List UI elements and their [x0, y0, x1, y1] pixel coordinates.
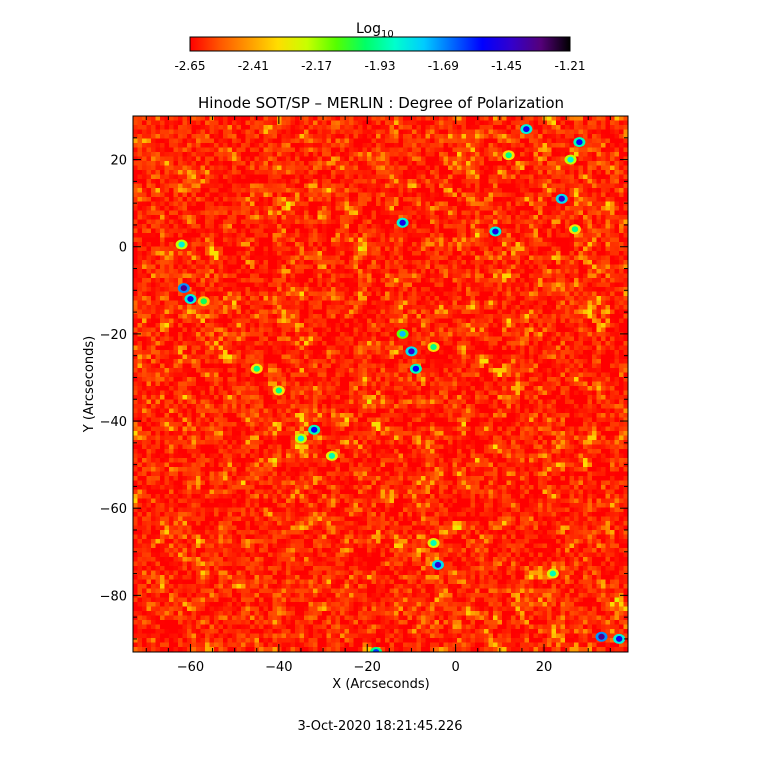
timestamp: 3-Oct-2020 18:21:45.226 [297, 719, 462, 734]
polarization-feature [571, 226, 579, 233]
polarization-feature [598, 633, 605, 640]
polarization-feature [567, 156, 574, 163]
colorbar-gradient [189, 36, 571, 52]
polarization-feature [558, 195, 565, 202]
colorbar-tick-label: -1.69 [428, 59, 459, 73]
polarization-feature [187, 296, 194, 303]
polarization-feature [372, 649, 380, 652]
y-tick-label: −40 [100, 415, 127, 430]
axes: −60 −40 −20 0 20 20 0 −20 −40 −60 −80 [100, 115, 628, 675]
polarization-feature [615, 635, 623, 642]
polarization-feature [297, 435, 305, 442]
colorbar-tick-label: -1.45 [491, 59, 522, 73]
polarization-feature [549, 570, 557, 577]
chart-title: Hinode SOT/SP – MERLIN : Degree of Polar… [198, 94, 564, 112]
x-tick-label: −40 [265, 660, 292, 675]
y-tick-label: −20 [100, 328, 127, 343]
x-axis-label: X (Arcseconds) [332, 677, 429, 692]
colorbar-tick-label: -2.65 [174, 59, 205, 73]
polarization-feature [492, 228, 499, 235]
colorbar-tick-label: -1.21 [554, 59, 585, 73]
polarization-feature [576, 139, 583, 146]
polarization-feature [523, 126, 530, 133]
polarization-feature [408, 348, 415, 355]
y-tick-label: 20 [110, 154, 127, 169]
colorbar-tick-label: -2.41 [238, 59, 269, 73]
x-tick-label: 0 [451, 660, 459, 675]
polarization-feature [505, 152, 512, 159]
polarization-feature [180, 285, 188, 292]
polarization-feature [412, 365, 420, 372]
x-tick-label: 20 [536, 660, 553, 675]
polarization-feature [200, 298, 207, 305]
colorbar-title: Log10 [356, 21, 394, 40]
polarization-feature [434, 561, 442, 568]
polarization-feature [399, 330, 406, 337]
x-tick-label: −60 [177, 660, 204, 675]
polarization-feature [430, 343, 437, 350]
plot-frame [132, 115, 629, 653]
y-tick-label: −80 [100, 589, 127, 604]
polarization-feature [253, 365, 260, 372]
colorbar-tick-label: -2.17 [301, 59, 332, 73]
polarization-feature [275, 387, 283, 394]
heatmap-area [132, 115, 629, 653]
polarization-feature [328, 452, 336, 459]
polarization-feature [178, 241, 185, 248]
y-tick-label: −60 [100, 502, 127, 517]
colorbar-tick-label: -1.93 [364, 59, 395, 73]
polarization-feature [399, 219, 406, 226]
y-tick-label: 0 [119, 241, 127, 256]
y-axis-label: Y (Arcseconds) [82, 336, 97, 433]
polarization-feature [430, 540, 437, 547]
polarization-feature [311, 426, 318, 433]
x-tick-label: −20 [354, 660, 381, 675]
colorbar: Log10 -2.65 -2.41 -2.17 -1.93 -1.69 -1.45 -1.2… [174, 21, 585, 73]
